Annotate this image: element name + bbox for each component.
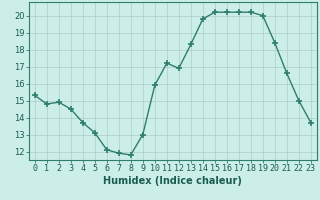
X-axis label: Humidex (Indice chaleur): Humidex (Indice chaleur) <box>103 176 242 186</box>
